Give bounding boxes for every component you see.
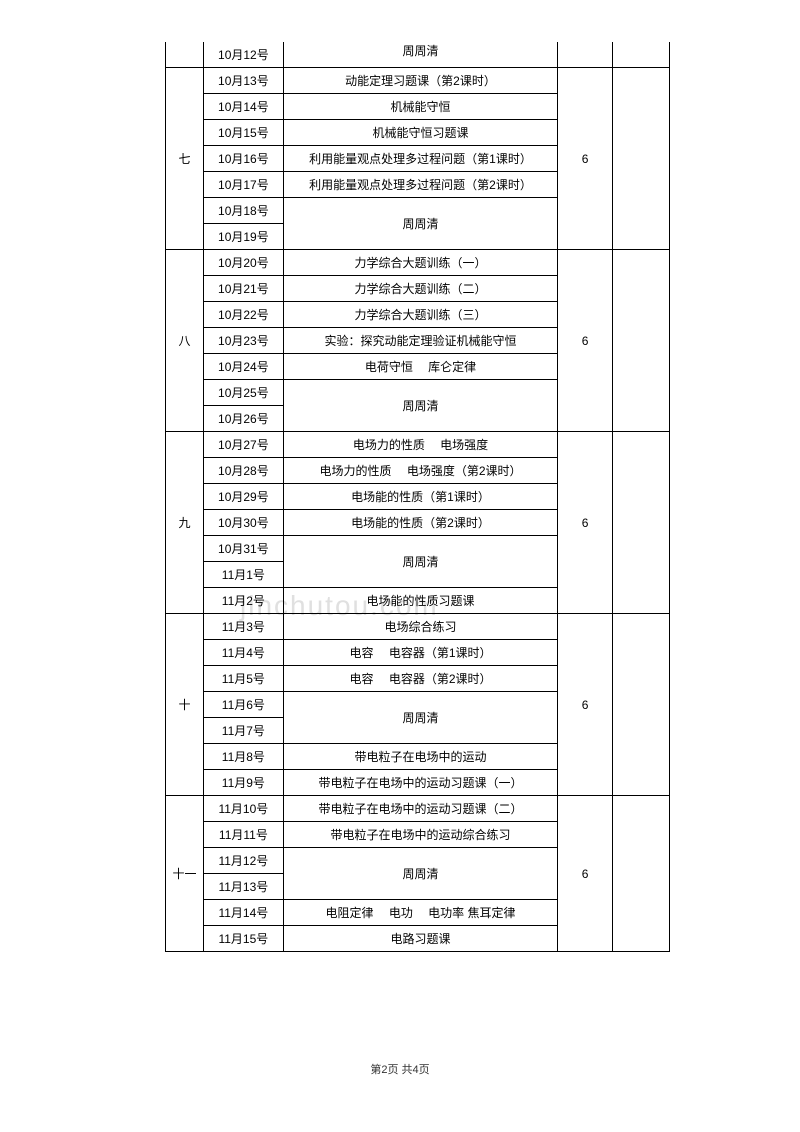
date-cell: 11月2号: [203, 588, 283, 614]
date-cell: 10月19号: [203, 224, 283, 250]
table-row: 10月12号周周清: [166, 42, 670, 68]
content-cell: 电场能的性质习题课: [283, 588, 557, 614]
notes-cell: [613, 42, 670, 68]
content-cell: 电场力的性质 电场强度（第2课时）: [283, 458, 557, 484]
content-cell: 周周清: [283, 692, 557, 744]
date-cell: 11月9号: [203, 770, 283, 796]
content-cell: 电荷守恒 库仑定律: [283, 354, 557, 380]
table-row: 九10月27号电场力的性质 电场强度6: [166, 432, 670, 458]
date-cell: 10月23号: [203, 328, 283, 354]
date-cell: 11月10号: [203, 796, 283, 822]
week-cell: 十: [166, 614, 204, 796]
date-cell: 11月11号: [203, 822, 283, 848]
week-cell: 九: [166, 432, 204, 614]
date-cell: 11月5号: [203, 666, 283, 692]
date-cell: 11月14号: [203, 900, 283, 926]
table-row: 八10月20号力学综合大题训练（一）6: [166, 250, 670, 276]
content-cell: 电路习题课: [283, 926, 557, 952]
date-cell: 10月28号: [203, 458, 283, 484]
date-cell: 11月6号: [203, 692, 283, 718]
week-cell: 七: [166, 68, 204, 250]
date-cell: 11月4号: [203, 640, 283, 666]
content-cell: 力学综合大题训练（三）: [283, 302, 557, 328]
content-cell: 动能定理习题课（第2课时）: [283, 68, 557, 94]
date-cell: 11月12号: [203, 848, 283, 874]
date-cell: 11月1号: [203, 562, 283, 588]
date-cell: 10月15号: [203, 120, 283, 146]
date-cell: 11月7号: [203, 718, 283, 744]
content-cell: 电场综合练习: [283, 614, 557, 640]
content-cell: 电容 电容器（第1课时）: [283, 640, 557, 666]
date-cell: 10月13号: [203, 68, 283, 94]
date-cell: 10月31号: [203, 536, 283, 562]
hours-cell: 6: [558, 68, 613, 250]
schedule-table-container: 10月12号周周清七10月13号动能定理习题课（第2课时）610月14号机械能守…: [165, 42, 670, 952]
date-cell: 10月18号: [203, 198, 283, 224]
hours-cell: 6: [558, 250, 613, 432]
content-cell: 带电粒子在电场中的运动: [283, 744, 557, 770]
content-cell: 力学综合大题训练（二）: [283, 276, 557, 302]
hours-cell: [558, 42, 613, 68]
content-cell: 周周清: [283, 848, 557, 900]
schedule-table: 10月12号周周清七10月13号动能定理习题课（第2课时）610月14号机械能守…: [165, 42, 670, 952]
date-cell: 10月20号: [203, 250, 283, 276]
date-cell: 11月8号: [203, 744, 283, 770]
table-row: 十一11月10号带电粒子在电场中的运动习题课（二）6: [166, 796, 670, 822]
date-cell: 10月30号: [203, 510, 283, 536]
date-cell: 10月25号: [203, 380, 283, 406]
content-cell: 带电粒子在电场中的运动习题课（一）: [283, 770, 557, 796]
content-cell: 实验：探究动能定理验证机械能守恒: [283, 328, 557, 354]
content-cell: 利用能量观点处理多过程问题（第2课时）: [283, 172, 557, 198]
notes-cell: [613, 68, 670, 250]
date-cell: 11月3号: [203, 614, 283, 640]
date-cell: 10月22号: [203, 302, 283, 328]
content-cell: 电阻定律 电功 电功率 焦耳定律: [283, 900, 557, 926]
content-cell: 电容 电容器（第2课时）: [283, 666, 557, 692]
content-cell: 力学综合大题训练（一）: [283, 250, 557, 276]
date-cell: 10月21号: [203, 276, 283, 302]
content-cell: 机械能守恒习题课: [283, 120, 557, 146]
hours-cell: 6: [558, 796, 613, 952]
notes-cell: [613, 432, 670, 614]
date-cell: 10月24号: [203, 354, 283, 380]
content-cell: 电场力的性质 电场强度: [283, 432, 557, 458]
date-cell: 10月14号: [203, 94, 283, 120]
date-cell: 10月29号: [203, 484, 283, 510]
page-footer: 第2页 共4页: [0, 1061, 800, 1077]
week-cell: 八: [166, 250, 204, 432]
date-cell: 11月13号: [203, 874, 283, 900]
content-cell: 电场能的性质（第2课时）: [283, 510, 557, 536]
date-cell: 10月16号: [203, 146, 283, 172]
content-cell: 周周清: [283, 380, 557, 432]
week-cell: 十一: [166, 796, 204, 952]
content-cell: 利用能量观点处理多过程问题（第1课时）: [283, 146, 557, 172]
content-cell: 机械能守恒: [283, 94, 557, 120]
date-cell: 10月26号: [203, 406, 283, 432]
content-cell: 周周清: [283, 536, 557, 588]
content-cell: 带电粒子在电场中的运动综合练习: [283, 822, 557, 848]
notes-cell: [613, 796, 670, 952]
content-cell: 电场能的性质（第1课时）: [283, 484, 557, 510]
date-cell: 11月15号: [203, 926, 283, 952]
content-cell: 周周清: [283, 42, 557, 68]
notes-cell: [613, 250, 670, 432]
date-cell: 10月17号: [203, 172, 283, 198]
hours-cell: 6: [558, 614, 613, 796]
content-cell: 周周清: [283, 198, 557, 250]
date-cell: 10月27号: [203, 432, 283, 458]
table-row: 十11月3号电场综合练习6: [166, 614, 670, 640]
table-row: 七10月13号动能定理习题课（第2课时）6: [166, 68, 670, 94]
notes-cell: [613, 614, 670, 796]
content-cell: 带电粒子在电场中的运动习题课（二）: [283, 796, 557, 822]
date-cell: 10月12号: [203, 42, 283, 68]
hours-cell: 6: [558, 432, 613, 614]
week-cell: [166, 42, 204, 68]
